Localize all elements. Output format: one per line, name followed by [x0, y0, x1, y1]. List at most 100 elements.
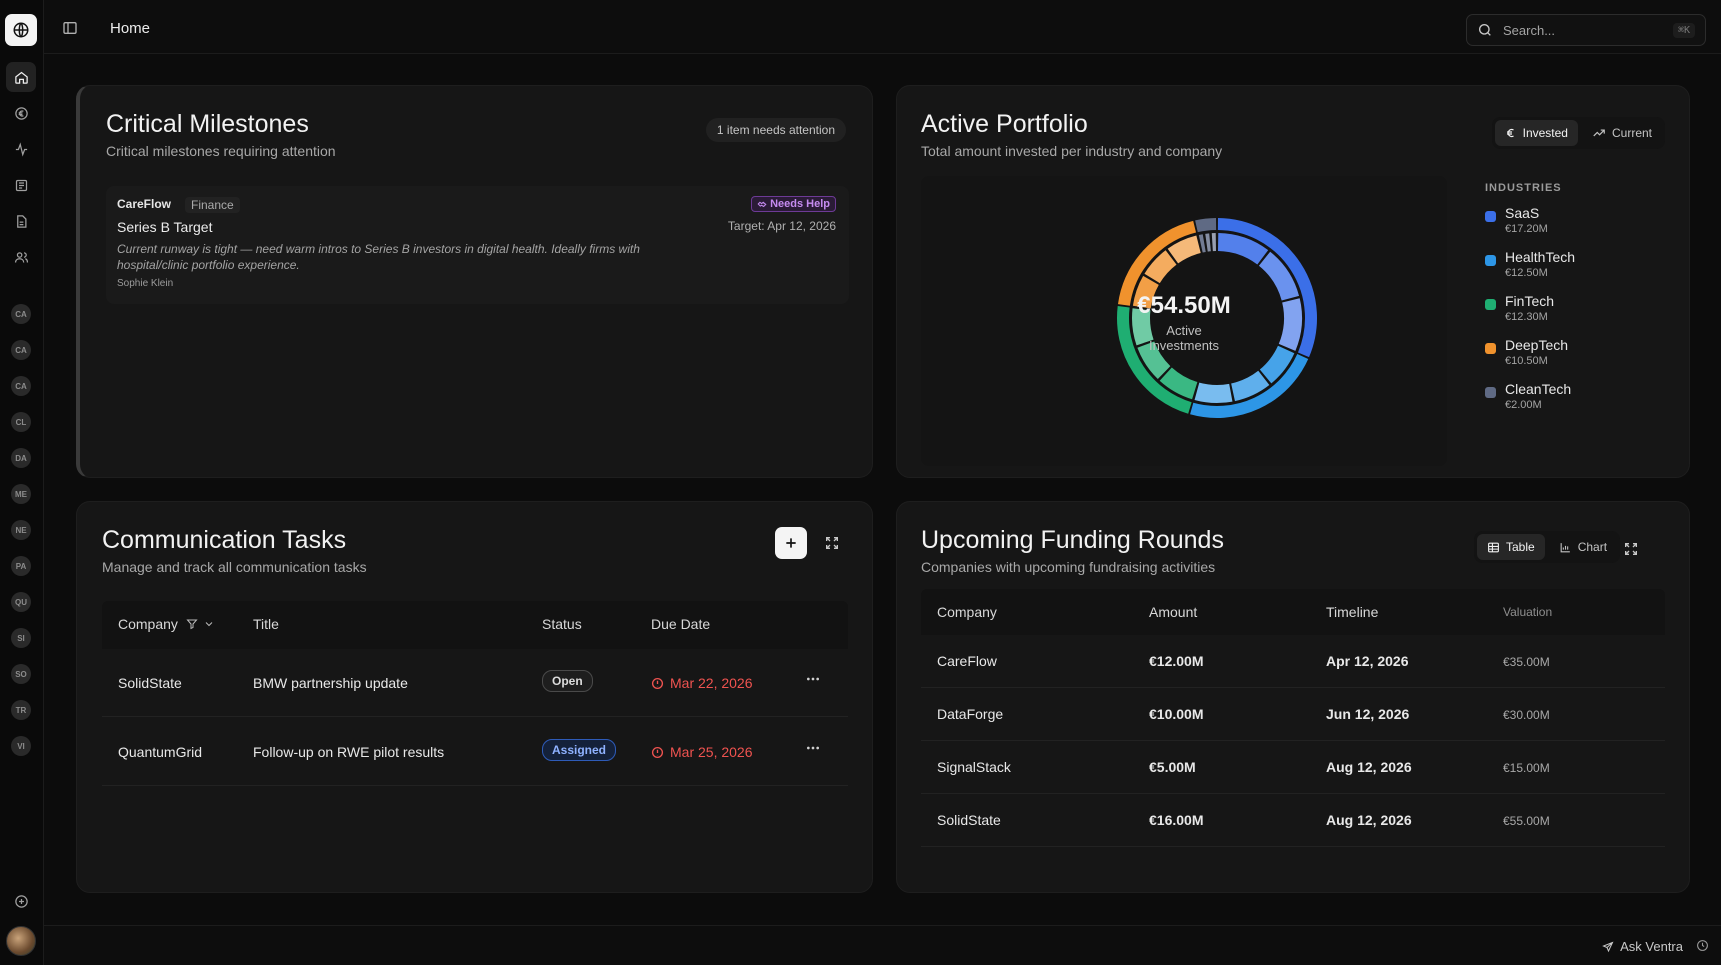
column-title[interactable]: Title: [253, 616, 279, 632]
donut-segment-fintech[interactable]: [1117, 306, 1192, 414]
sidebar-toggle-button[interactable]: [62, 20, 78, 36]
card-title: Critical Milestones: [106, 110, 309, 138]
table-row[interactable]: SignalStack €5.00M Aug 12, 2026 €15.00M: [921, 741, 1665, 794]
donut-company-segment[interactable]: [1194, 382, 1233, 403]
add-company-button[interactable]: [6, 886, 36, 916]
donut-company-segment[interactable]: [1259, 345, 1295, 384]
column-status[interactable]: Status: [542, 616, 582, 632]
company-avatar[interactable]: QU: [11, 592, 31, 612]
panel-left-icon: [62, 20, 78, 36]
donut-company-segment[interactable]: [1144, 250, 1177, 284]
row-actions-button[interactable]: [805, 740, 821, 756]
company-avatar[interactable]: CA: [11, 304, 31, 324]
table-row[interactable]: CareFlow €12.00M Apr 12, 2026 €35.00M: [921, 635, 1665, 688]
donut-company-segment[interactable]: [1278, 298, 1302, 351]
donut-segment-cleantech[interactable]: [1195, 218, 1217, 233]
company-avatar[interactable]: VI: [11, 736, 31, 756]
task-title: BMW partnership update: [253, 675, 408, 691]
company-avatar[interactable]: DA: [11, 448, 31, 468]
donut-segment-saas[interactable]: [1217, 218, 1317, 358]
column-valuation[interactable]: Valuation: [1503, 605, 1553, 619]
donut-company-segment[interactable]: [1198, 234, 1206, 253]
table-row[interactable]: SolidState €16.00M Aug 12, 2026 €55.00M: [921, 794, 1665, 847]
task-status-cell: Open: [542, 670, 593, 692]
column-due-date[interactable]: Due Date: [651, 616, 711, 632]
app-logo[interactable]: [5, 14, 37, 46]
column-amount[interactable]: Amount: [1149, 604, 1198, 620]
company-avatar[interactable]: PA: [11, 556, 31, 576]
donut-company-segment[interactable]: [1132, 275, 1159, 309]
company-avatar[interactable]: CA: [11, 340, 31, 360]
sidebar-item-people[interactable]: [6, 242, 36, 272]
donut-company-segment[interactable]: [1217, 233, 1269, 265]
current-toggle[interactable]: Current: [1582, 120, 1662, 146]
active-portfolio-card: Active Portfolio Total amount invested p…: [896, 85, 1690, 478]
table-header: Company Title Status Due Date: [102, 601, 848, 649]
company-avatar[interactable]: CL: [11, 412, 31, 432]
donut-segment-deeptech[interactable]: [1117, 220, 1197, 306]
table-view-toggle[interactable]: Table: [1477, 534, 1545, 560]
expand-icon: [824, 535, 840, 551]
expand-tasks-button[interactable]: [816, 527, 848, 559]
sidebar-item-documents[interactable]: [6, 206, 36, 236]
column-company[interactable]: Company: [937, 604, 997, 620]
table-view-label: Table: [1506, 540, 1535, 554]
user-avatar[interactable]: [6, 926, 36, 956]
sidebar-item-home[interactable]: [6, 62, 36, 92]
search-box[interactable]: ⌘K: [1466, 14, 1706, 46]
sidebar-item-investments[interactable]: [6, 98, 36, 128]
task-due-date: Mar 22, 2026: [670, 675, 753, 691]
invested-toggle[interactable]: Invested: [1494, 120, 1578, 146]
task-due: Mar 22, 2026: [651, 675, 753, 691]
company-avatar[interactable]: CA: [11, 376, 31, 396]
table-row[interactable]: DataForge €10.00M Jun 12, 2026 €30.00M: [921, 688, 1665, 741]
industry-color-swatch: [1485, 387, 1496, 398]
company-avatar[interactable]: TR: [11, 700, 31, 720]
status-badge: Open: [542, 670, 593, 692]
search-input[interactable]: [1503, 22, 1653, 38]
ask-ventra-label: Ask Ventra: [1620, 939, 1683, 954]
donut-company-segment[interactable]: [1137, 341, 1171, 380]
alert-circle-icon: [651, 746, 664, 759]
milestone-description: Current runway is tight — need warm intr…: [117, 242, 640, 272]
tasks-table: Company Title Status Due Date SolidState…: [102, 601, 848, 786]
company-avatar[interactable]: ME: [11, 484, 31, 504]
milestone-item[interactable]: CareFlow Finance Series B Target Current…: [106, 186, 849, 304]
company-avatar[interactable]: NE: [11, 520, 31, 540]
upcoming-funding-rounds-card: Upcoming Funding Rounds Companies with u…: [896, 501, 1690, 893]
industry-name: DeepTech: [1505, 337, 1569, 353]
donut-company-segment[interactable]: [1258, 251, 1300, 301]
industry-color-swatch: [1485, 255, 1496, 266]
industry-value: €12.30M: [1505, 311, 1548, 323]
history-button[interactable]: [1696, 939, 1709, 952]
table-header: Company Amount Timeline Valuation: [921, 589, 1665, 635]
donut-company-segment[interactable]: [1167, 235, 1202, 264]
card-title: Upcoming Funding Rounds: [921, 526, 1224, 554]
send-icon: [1602, 941, 1614, 953]
table-row[interactable]: SolidState BMW partnership update Open M…: [102, 649, 848, 717]
filter-icon[interactable]: [186, 618, 198, 630]
sidebar-item-news[interactable]: [6, 170, 36, 200]
table-row[interactable]: QuantumGrid Follow-up on RWE pilot resul…: [102, 718, 848, 786]
donut-segment-healthtech[interactable]: [1190, 353, 1309, 418]
donut-company-segment[interactable]: [1132, 308, 1154, 346]
column-company[interactable]: Company: [118, 616, 215, 632]
donut-company-segment[interactable]: [1159, 367, 1198, 400]
globe-icon: [12, 21, 30, 39]
ask-ventra-button[interactable]: Ask Ventra: [1602, 939, 1683, 954]
company-avatar[interactable]: SO: [11, 664, 31, 684]
expand-icon: [1623, 541, 1639, 557]
donut-company-segment[interactable]: [1230, 370, 1270, 402]
row-actions-button[interactable]: [805, 671, 821, 687]
add-task-button[interactable]: [775, 527, 807, 559]
column-timeline[interactable]: Timeline: [1326, 604, 1379, 620]
milestone-owner: Sophie Klein: [117, 278, 174, 289]
clock-icon: [1696, 939, 1709, 952]
industry-color-swatch: [1485, 211, 1496, 222]
chart-view-toggle[interactable]: Chart: [1549, 534, 1617, 560]
company-avatar[interactable]: SI: [11, 628, 31, 648]
chevron-down-icon[interactable]: [203, 618, 215, 630]
sidebar-item-activity[interactable]: [6, 134, 36, 164]
expand-funding-button[interactable]: [1615, 533, 1647, 565]
funding-company: DataForge: [937, 706, 1004, 722]
